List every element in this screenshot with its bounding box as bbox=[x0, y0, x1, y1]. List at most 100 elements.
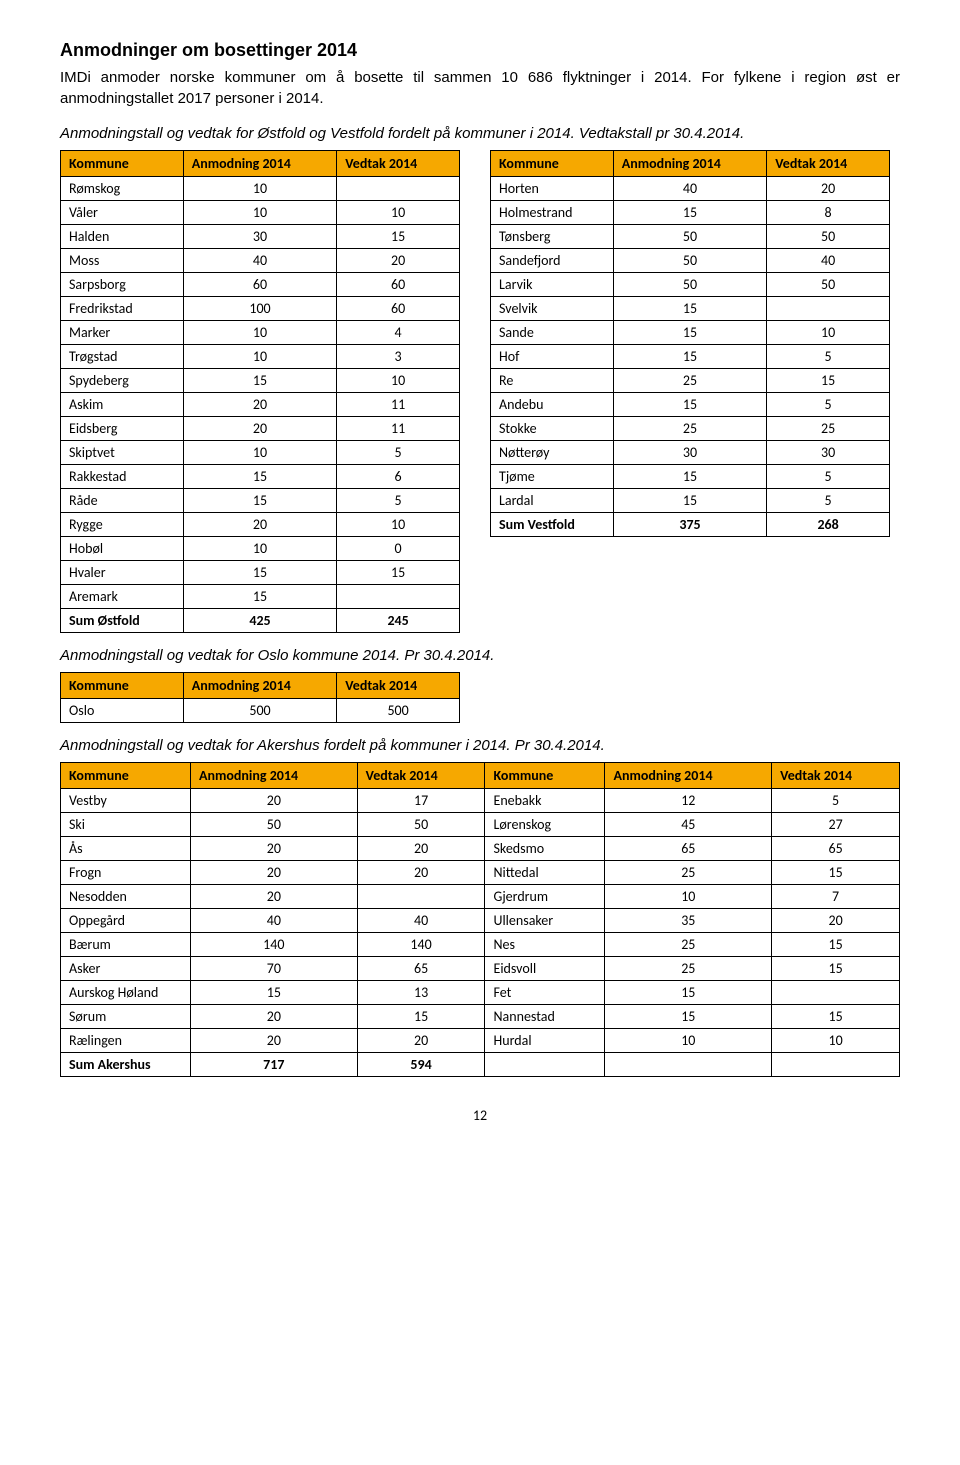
cell-kommune: Moss bbox=[61, 249, 184, 273]
cell-kommune: Eidsvoll bbox=[485, 957, 605, 981]
table-row: Spydeberg1510 bbox=[61, 369, 460, 393]
cell-value: 15 bbox=[613, 297, 766, 321]
cell-kommune: Hobøl bbox=[61, 537, 184, 561]
table-row: Oslo500500 bbox=[61, 699, 460, 723]
cell-kommune: Rælingen bbox=[61, 1029, 191, 1053]
table-row: Råde155 bbox=[61, 489, 460, 513]
cell-value: 25 bbox=[605, 861, 772, 885]
page-title: Anmodninger om bosettinger 2014 bbox=[60, 40, 900, 61]
table-row: Aurskog Høland1513Fet15 bbox=[61, 981, 900, 1005]
table-row: Askim2011 bbox=[61, 393, 460, 417]
cell-value: 15 bbox=[605, 1005, 772, 1029]
cell-value: 25 bbox=[767, 417, 890, 441]
caption-akershus: Anmodningstall og vedtak for Akershus fo… bbox=[60, 735, 900, 756]
cell-value: 70 bbox=[191, 957, 358, 981]
table-row: Aremark15 bbox=[61, 585, 460, 609]
table-row: Sarpsborg6060 bbox=[61, 273, 460, 297]
col-anmodning: Anmodning 2014 bbox=[183, 151, 336, 177]
cell-value: 20 bbox=[191, 789, 358, 813]
col-kommune: Kommune bbox=[61, 151, 184, 177]
cell-kommune: Tønsberg bbox=[491, 225, 614, 249]
cell-sum-label: Sum Østfold bbox=[61, 609, 184, 633]
cell-value: 15 bbox=[191, 981, 358, 1005]
cell-kommune: Eidsberg bbox=[61, 417, 184, 441]
cell-value: 25 bbox=[605, 957, 772, 981]
cell-kommune: Ski bbox=[61, 813, 191, 837]
table-row: Asker7065Eidsvoll2515 bbox=[61, 957, 900, 981]
cell-value: 15 bbox=[183, 561, 336, 585]
cell-value: 20 bbox=[357, 1029, 485, 1053]
table-row: Lardal155 bbox=[491, 489, 890, 513]
cell-kommune: Nittedal bbox=[485, 861, 605, 885]
table-row: Nøtterøy3030 bbox=[491, 441, 890, 465]
cell-sum-value bbox=[772, 1053, 900, 1077]
cell-value: 60 bbox=[337, 297, 460, 321]
cell-kommune: Horten bbox=[491, 177, 614, 201]
table-row: Hof155 bbox=[491, 345, 890, 369]
cell-value: 27 bbox=[772, 813, 900, 837]
cell-value: 20 bbox=[191, 1029, 358, 1053]
cell-value: 15 bbox=[613, 345, 766, 369]
table-row: Fredrikstad10060 bbox=[61, 297, 460, 321]
cell-kommune: Enebakk bbox=[485, 789, 605, 813]
cell-kommune: Skedsmo bbox=[485, 837, 605, 861]
cell-sum-value bbox=[485, 1053, 605, 1077]
table-row: Ski5050Lørenskog4527 bbox=[61, 813, 900, 837]
cell-value: 10 bbox=[183, 345, 336, 369]
cell-value: 50 bbox=[613, 249, 766, 273]
cell-kommune: Bærum bbox=[61, 933, 191, 957]
col-kommune: Kommune bbox=[491, 151, 614, 177]
cell-kommune: Spydeberg bbox=[61, 369, 184, 393]
col-vedtak: Vedtak 2014 bbox=[337, 151, 460, 177]
cell-sum-label: Sum Vestfold bbox=[491, 513, 614, 537]
cell-kommune: Oslo bbox=[61, 699, 184, 723]
cell-value: 50 bbox=[191, 813, 358, 837]
cell-kommune: Ullensaker bbox=[485, 909, 605, 933]
table-row: Horten4020 bbox=[491, 177, 890, 201]
cell-kommune: Sørum bbox=[61, 1005, 191, 1029]
cell-kommune: Stokke bbox=[491, 417, 614, 441]
cell-value: 20 bbox=[191, 861, 358, 885]
intro-text: IMDi anmoder norske kommuner om å bosett… bbox=[60, 67, 900, 109]
table-row: Tønsberg5050 bbox=[491, 225, 890, 249]
cell-value: 5 bbox=[772, 789, 900, 813]
cell-sum-value: 717 bbox=[191, 1053, 358, 1077]
cell-value: 20 bbox=[183, 513, 336, 537]
cell-value: 7 bbox=[772, 885, 900, 909]
cell-value: 10 bbox=[183, 201, 336, 225]
cell-value: 10 bbox=[767, 321, 890, 345]
cell-value: 17 bbox=[357, 789, 485, 813]
cell-kommune: Asker bbox=[61, 957, 191, 981]
cell-sum-label: Sum Akershus bbox=[61, 1053, 191, 1077]
cell-kommune: Nøtterøy bbox=[491, 441, 614, 465]
cell-value: 20 bbox=[183, 417, 336, 441]
cell-value: 15 bbox=[183, 369, 336, 393]
table-row: Frogn2020Nittedal2515 bbox=[61, 861, 900, 885]
two-column-tables: Kommune Anmodning 2014 Vedtak 2014 Rømsk… bbox=[60, 150, 900, 633]
cell-value: 30 bbox=[183, 225, 336, 249]
cell-value: 65 bbox=[605, 837, 772, 861]
cell-value: 6 bbox=[337, 465, 460, 489]
cell-kommune: Halden bbox=[61, 225, 184, 249]
table-row: Våler1010 bbox=[61, 201, 460, 225]
cell-value: 25 bbox=[613, 417, 766, 441]
cell-value: 50 bbox=[767, 273, 890, 297]
table-row: Sørum2015Nannestad1515 bbox=[61, 1005, 900, 1029]
table-row: Re2515 bbox=[491, 369, 890, 393]
cell-kommune: Hvaler bbox=[61, 561, 184, 585]
cell-kommune: Rygge bbox=[61, 513, 184, 537]
cell-value: 10 bbox=[605, 885, 772, 909]
cell-sum-value: 594 bbox=[357, 1053, 485, 1077]
cell-value: 50 bbox=[767, 225, 890, 249]
table-row: Bærum140140Nes2515 bbox=[61, 933, 900, 957]
cell-kommune: Nannestad bbox=[485, 1005, 605, 1029]
cell-value: 11 bbox=[337, 417, 460, 441]
table-row: Oppegård4040Ullensaker3520 bbox=[61, 909, 900, 933]
cell-value: 5 bbox=[337, 441, 460, 465]
cell-value: 65 bbox=[772, 837, 900, 861]
cell-value: 20 bbox=[191, 885, 358, 909]
cell-kommune: Råde bbox=[61, 489, 184, 513]
cell-value: 20 bbox=[183, 393, 336, 417]
cell-value: 15 bbox=[183, 585, 336, 609]
page-number: 12 bbox=[60, 1107, 900, 1124]
